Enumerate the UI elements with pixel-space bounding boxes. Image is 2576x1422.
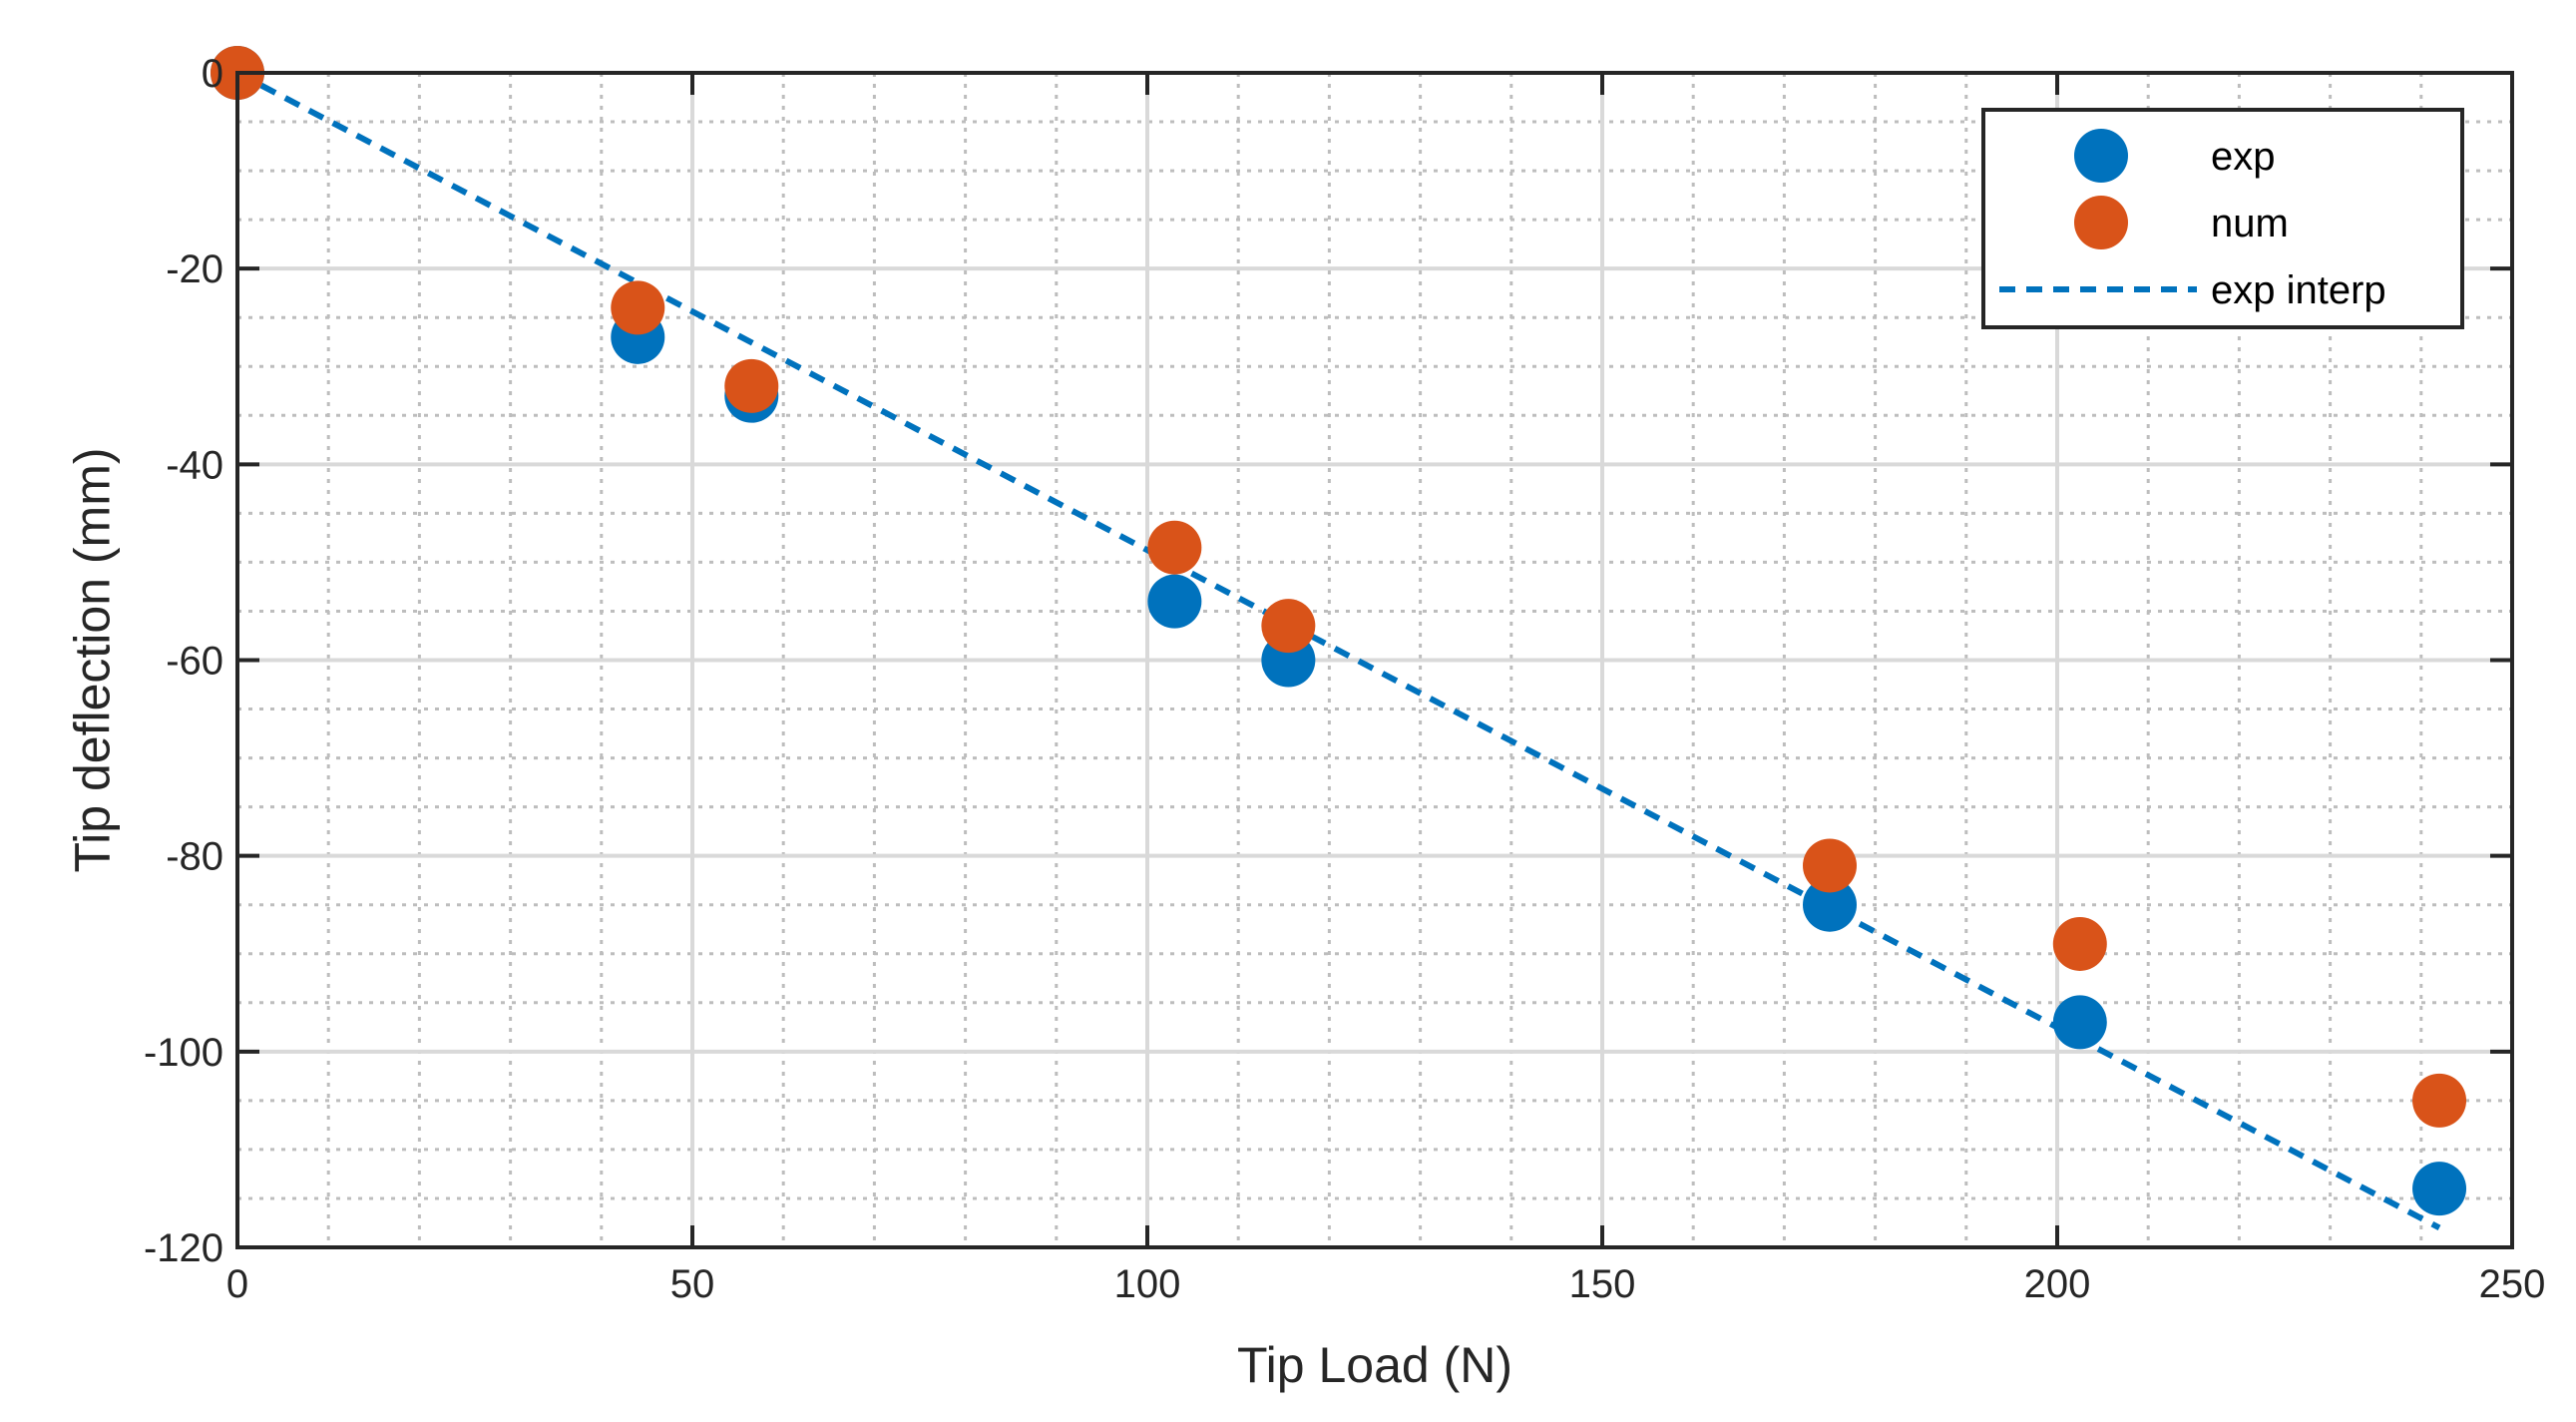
y-tick-label: -60 — [166, 640, 223, 684]
x-tick-label: 150 — [1569, 1262, 1636, 1306]
x-tick-label: 200 — [2024, 1262, 2091, 1306]
y-tick-label: -100 — [144, 1031, 223, 1075]
x-axis-label: Tip Load (N) — [1237, 1337, 1512, 1393]
markers-layer — [211, 46, 2467, 1216]
legend-exp-label: exp — [2211, 135, 2276, 179]
y-tick-label: -40 — [166, 443, 223, 487]
marker-num — [2412, 1073, 2467, 1128]
marker-num — [1261, 599, 1316, 654]
tick-labels: 0 50 100 150 200 250 0 -20 -40 -60 -80 -100 -120 — [144, 52, 2545, 1306]
marker-num — [1803, 838, 1857, 893]
marker-num — [611, 280, 665, 335]
marker-num — [2052, 916, 2107, 971]
ticks-layer — [235, 71, 2514, 1249]
y-tick-label: -80 — [166, 835, 223, 879]
legend-num-marker — [2074, 196, 2128, 249]
marker-exp — [1147, 574, 1202, 629]
y-tick-label: -20 — [166, 247, 223, 291]
x-tick-label: 250 — [2479, 1262, 2546, 1306]
x-tick-label: 50 — [670, 1262, 715, 1306]
marker-num — [724, 358, 779, 413]
y-axis-label: Tip deflection (mm) — [65, 447, 121, 872]
x-tick-label: 100 — [1114, 1262, 1181, 1306]
interp-layer — [235, 70, 2441, 1231]
marker-exp — [2052, 995, 2107, 1050]
y-tick-label: -120 — [144, 1226, 223, 1270]
legend: exp num exp interp — [1981, 108, 2464, 329]
marker-exp — [1803, 877, 1857, 932]
legend-exp-marker — [2074, 129, 2128, 183]
marker-exp — [2412, 1162, 2467, 1216]
series-exp-interp-line — [235, 70, 2441, 1231]
legend-num-label: num — [2211, 202, 2289, 245]
x-tick-label: 0 — [226, 1262, 248, 1306]
legend-interp-label: exp interp — [2211, 268, 2386, 312]
y-tick-label: 0 — [202, 52, 223, 96]
marker-num — [1147, 520, 1202, 575]
